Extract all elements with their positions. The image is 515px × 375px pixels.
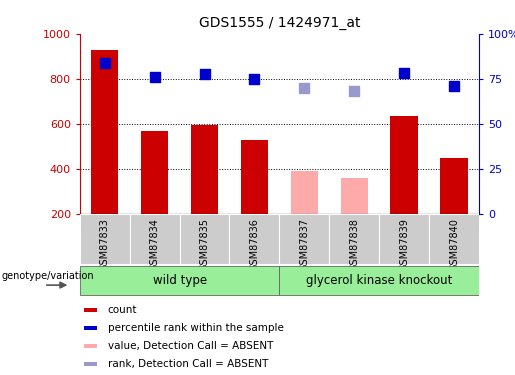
- Bar: [329, 214, 379, 264]
- Point: [250, 76, 259, 82]
- Bar: [180, 214, 230, 264]
- Text: GSM87835: GSM87835: [199, 218, 210, 271]
- Text: GSM87836: GSM87836: [249, 218, 260, 271]
- Point: [150, 74, 159, 80]
- Bar: [340, 178, 368, 214]
- Bar: [440, 158, 468, 214]
- Text: GSM87834: GSM87834: [150, 218, 160, 271]
- Text: GSM87840: GSM87840: [449, 218, 459, 271]
- Bar: [191, 125, 218, 214]
- Text: count: count: [108, 305, 138, 315]
- Point: [400, 70, 408, 76]
- Point: [450, 82, 458, 88]
- Point: [350, 88, 358, 94]
- Bar: [230, 214, 280, 264]
- Text: GSM87837: GSM87837: [299, 218, 310, 271]
- Bar: [141, 130, 168, 214]
- Bar: [84, 326, 97, 330]
- Bar: [280, 266, 479, 295]
- Bar: [91, 50, 118, 214]
- Text: wild type: wild type: [152, 274, 207, 287]
- Point: [300, 85, 308, 91]
- Bar: [130, 214, 180, 264]
- Text: percentile rank within the sample: percentile rank within the sample: [108, 323, 284, 333]
- Bar: [84, 362, 97, 366]
- Title: GDS1555 / 1424971_at: GDS1555 / 1424971_at: [199, 16, 360, 30]
- Bar: [80, 214, 130, 264]
- Text: glycerol kinase knockout: glycerol kinase knockout: [306, 274, 452, 287]
- Text: GSM87838: GSM87838: [349, 218, 359, 271]
- Bar: [290, 171, 318, 214]
- Bar: [429, 214, 479, 264]
- Bar: [379, 214, 429, 264]
- Bar: [390, 116, 418, 214]
- Bar: [84, 308, 97, 312]
- Text: GSM87833: GSM87833: [100, 218, 110, 271]
- Point: [200, 71, 209, 77]
- Text: value, Detection Call = ABSENT: value, Detection Call = ABSENT: [108, 341, 273, 351]
- Bar: [84, 344, 97, 348]
- Bar: [280, 214, 329, 264]
- Text: genotype/variation: genotype/variation: [2, 270, 94, 280]
- Bar: [241, 140, 268, 214]
- Bar: [80, 266, 280, 295]
- Point: [100, 60, 109, 66]
- Text: GSM87839: GSM87839: [399, 218, 409, 271]
- Text: rank, Detection Call = ABSENT: rank, Detection Call = ABSENT: [108, 359, 268, 369]
